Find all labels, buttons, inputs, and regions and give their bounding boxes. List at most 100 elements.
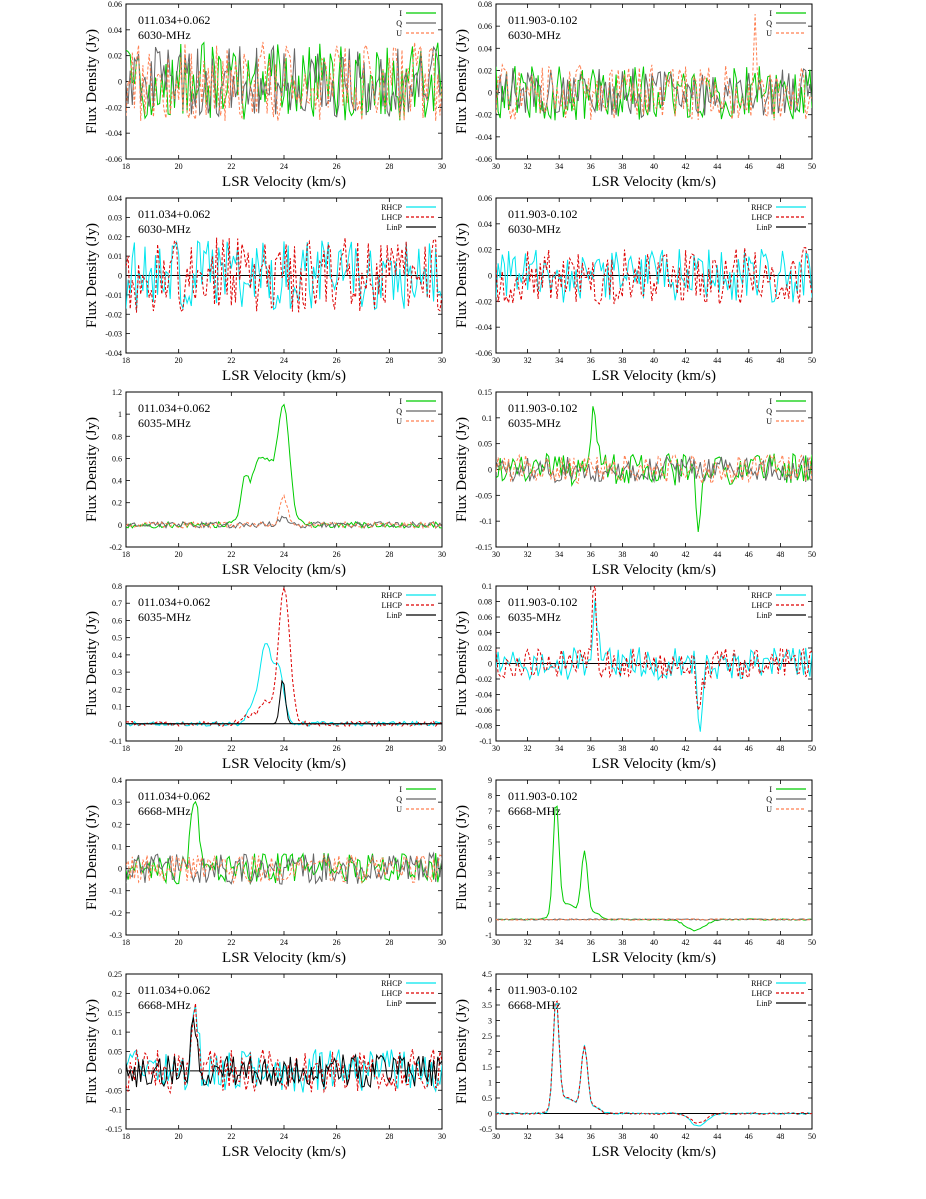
x-tick-label: 44 (713, 744, 721, 753)
x-tick-label: 24 (280, 550, 288, 559)
y-tick-label: 0.2 (112, 989, 122, 998)
y-axis-label: Flux Density (Jy) (84, 999, 100, 1104)
x-tick-label: 46 (745, 162, 753, 171)
x-tick-label: 26 (333, 550, 341, 559)
y-tick-label: 3 (488, 1017, 492, 1026)
x-tick-label: 32 (524, 162, 532, 171)
y-tick-label: -0.06 (105, 155, 122, 164)
x-tick-label: 42 (682, 550, 690, 559)
y-tick-label: -0.1 (479, 517, 492, 526)
x-tick-label: 18 (122, 1132, 130, 1141)
x-tick-label: 46 (745, 744, 753, 753)
y-tick-label: -0.05 (475, 491, 492, 500)
legend-label: LHCP (382, 213, 403, 222)
x-tick-label: 36 (587, 162, 595, 171)
series-line-rhcp (496, 1001, 812, 1127)
legend-label: U (396, 29, 402, 38)
spectrum-panel: 30 32 34 36 38 40 42 44 46 48 50 -0.15 -0.1 -0.05 0 0.0… (454, 388, 816, 578)
x-tick-label: 30 (438, 744, 446, 753)
x-tick-label: 40 (650, 356, 658, 365)
y-tick-label: 4 (488, 986, 492, 995)
x-tick-label: 38 (618, 938, 626, 947)
x-tick-label: 38 (618, 1132, 626, 1141)
y-tick-label: -0.04 (105, 349, 122, 358)
x-axis-label: LSR Velocity (km/s) (222, 368, 346, 384)
y-axis-label: Flux Density (Jy) (454, 223, 470, 328)
legend-label: RHCP (381, 203, 402, 212)
series-line-i (496, 66, 812, 121)
source-label: 011.903-0.102 (508, 13, 578, 27)
x-axis-label: LSR Velocity (km/s) (222, 756, 346, 772)
x-tick-label: 24 (280, 162, 288, 171)
y-tick-label: 0.15 (108, 1009, 122, 1018)
y-tick-label: -0.06 (475, 349, 492, 358)
y-tick-label: -0.03 (105, 330, 122, 339)
series-line-linp (126, 679, 442, 725)
y-tick-label: 0.6 (112, 616, 122, 625)
x-tick-label: 34 (555, 744, 563, 753)
x-tick-label: 50 (808, 550, 816, 559)
x-tick-label: 22 (227, 356, 235, 365)
x-tick-label: 48 (776, 550, 784, 559)
x-tick-label: 28 (385, 938, 393, 947)
x-tick-label: 22 (227, 744, 235, 753)
legend-label: LHCP (382, 989, 403, 998)
y-tick-label: -0.06 (475, 706, 492, 715)
x-tick-label: 18 (122, 162, 130, 171)
y-tick-label: 0.8 (112, 432, 122, 441)
legend-label: U (766, 417, 772, 426)
y-tick-label: -0.04 (475, 323, 492, 332)
y-tick-label: 0.04 (478, 220, 492, 229)
legend-label: LinP (386, 999, 402, 1008)
y-tick-label: -0.04 (475, 133, 492, 142)
series-line-lhcp (496, 1000, 812, 1124)
x-tick-label: 48 (776, 162, 784, 171)
x-tick-label: 22 (227, 1132, 235, 1141)
y-tick-label: 0.06 (478, 22, 492, 31)
series-line-rhcp (126, 643, 442, 727)
frequency-label: 6035-MHz (138, 610, 191, 624)
x-axis-label: LSR Velocity (km/s) (592, 368, 716, 384)
y-axis-label: Flux Density (Jy) (84, 223, 100, 328)
y-tick-label: 0.01 (108, 252, 122, 261)
legend-label: LinP (386, 223, 402, 232)
legend-label: U (396, 417, 402, 426)
y-tick-label: 6 (488, 823, 492, 832)
y-tick-label: 0 (118, 1067, 122, 1076)
y-tick-label: 0.7 (112, 599, 122, 608)
y-axis-label: Flux Density (Jy) (454, 417, 470, 522)
source-label: 011.034+0.062 (138, 595, 210, 609)
x-tick-label: 36 (587, 356, 595, 365)
series-line-u (496, 13, 812, 121)
x-axis-label: LSR Velocity (km/s) (592, 562, 716, 578)
x-axis-label: LSR Velocity (km/s) (592, 1144, 716, 1160)
y-tick-label: 0.05 (108, 1048, 122, 1057)
x-tick-label: 36 (587, 938, 595, 947)
y-tick-label: 0.04 (478, 44, 492, 53)
y-axis-label: Flux Density (Jy) (84, 805, 100, 910)
frequency-label: 6668-MHz (138, 998, 191, 1012)
series-line-q (496, 454, 812, 484)
x-axis-label: LSR Velocity (km/s) (222, 174, 346, 190)
legend-label: LHCP (752, 989, 773, 998)
source-label: 011.903-0.102 (508, 595, 578, 609)
frequency-label: 6030-MHz (508, 222, 561, 236)
legend-label: LinP (756, 999, 772, 1008)
y-tick-label: 0.04 (478, 629, 492, 638)
spectrum-panel: 18 20 22 24 26 28 30 -0.06 -0.04 -0.02 0 0.02 0.04 0.… (84, 0, 446, 190)
series-line-i (126, 403, 442, 529)
y-tick-label: 0 (488, 1110, 492, 1119)
spectrum-panel: 30 32 34 36 38 40 42 44 46 48 50 -0.06 -0.04 -0.02 0 0.… (454, 194, 816, 384)
series-line-i (496, 406, 812, 533)
x-tick-label: 42 (682, 938, 690, 947)
x-tick-label: 50 (808, 938, 816, 947)
x-tick-label: 46 (745, 938, 753, 947)
x-tick-label: 50 (808, 162, 816, 171)
y-tick-label: -0.1 (479, 737, 492, 746)
legend-label: LHCP (752, 213, 773, 222)
series-line-u (126, 41, 442, 122)
frequency-label: 6030-MHz (508, 28, 561, 42)
y-tick-label: 0.5 (482, 1094, 492, 1103)
x-tick-label: 34 (555, 1132, 563, 1141)
x-tick-label: 32 (524, 356, 532, 365)
